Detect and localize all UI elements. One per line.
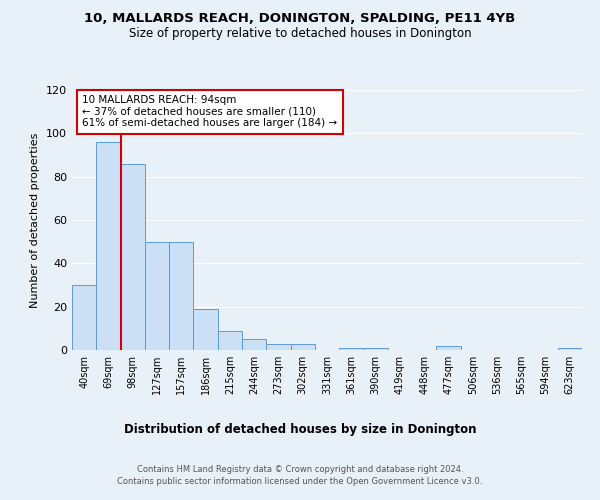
Bar [218, 330, 242, 350]
Bar [121, 164, 145, 350]
Bar [72, 285, 96, 350]
Bar [169, 242, 193, 350]
Bar [364, 348, 388, 350]
Bar [242, 339, 266, 350]
Bar [290, 344, 315, 350]
Text: Contains HM Land Registry data © Crown copyright and database right 2024.: Contains HM Land Registry data © Crown c… [137, 465, 463, 474]
Text: Size of property relative to detached houses in Donington: Size of property relative to detached ho… [128, 28, 472, 40]
Bar [436, 346, 461, 350]
Text: 10 MALLARDS REACH: 94sqm
← 37% of detached houses are smaller (110)
61% of semi-: 10 MALLARDS REACH: 94sqm ← 37% of detach… [82, 95, 337, 128]
Text: Distribution of detached houses by size in Donington: Distribution of detached houses by size … [124, 422, 476, 436]
Text: 10, MALLARDS REACH, DONINGTON, SPALDING, PE11 4YB: 10, MALLARDS REACH, DONINGTON, SPALDING,… [85, 12, 515, 26]
Bar [145, 242, 169, 350]
Bar [193, 309, 218, 350]
Y-axis label: Number of detached properties: Number of detached properties [31, 132, 40, 308]
Bar [558, 348, 582, 350]
Bar [339, 348, 364, 350]
Bar [96, 142, 121, 350]
Text: Contains public sector information licensed under the Open Government Licence v3: Contains public sector information licen… [118, 478, 482, 486]
Bar [266, 344, 290, 350]
